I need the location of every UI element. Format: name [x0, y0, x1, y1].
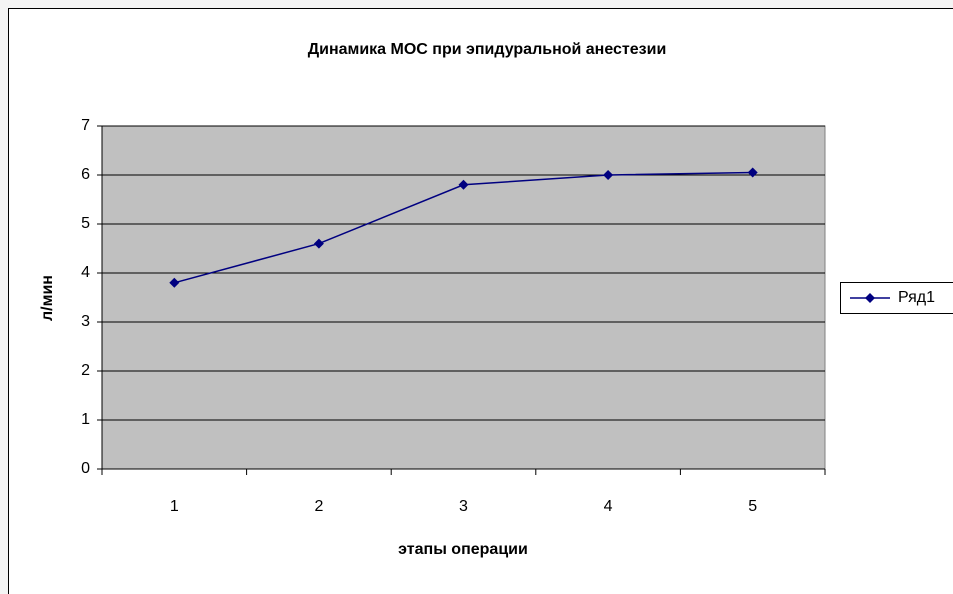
x-tick-label: 5 — [748, 498, 757, 515]
x-axis-label: этапы операции — [398, 541, 528, 558]
y-tick-label: 6 — [81, 166, 90, 183]
data-point — [458, 179, 469, 190]
y-tick-label: 7 — [81, 117, 90, 134]
y-tick-label: 0 — [81, 460, 90, 477]
legend-label: Ряд1 — [898, 289, 935, 306]
data-point — [169, 277, 180, 288]
x-tick-label: 1 — [170, 498, 179, 515]
plot-area — [101, 125, 826, 470]
y-tick-label: 2 — [81, 362, 90, 379]
y-tick-label: 3 — [81, 313, 90, 330]
legend-marker — [865, 293, 875, 303]
y-tick-label: 1 — [81, 411, 90, 428]
x-tick-label: 2 — [314, 498, 323, 515]
x-tick-label: 3 — [459, 498, 468, 515]
data-point — [747, 167, 758, 178]
data-point — [313, 238, 324, 249]
y-tick-label: 5 — [81, 215, 90, 232]
x-tick-label: 4 — [604, 498, 613, 515]
data-point — [603, 170, 614, 180]
chart-title: Динамика МОС при эпидуральной анестезии — [308, 41, 667, 58]
y-tick-label: 4 — [81, 264, 90, 281]
y-axis-label: л/мин — [39, 275, 56, 321]
